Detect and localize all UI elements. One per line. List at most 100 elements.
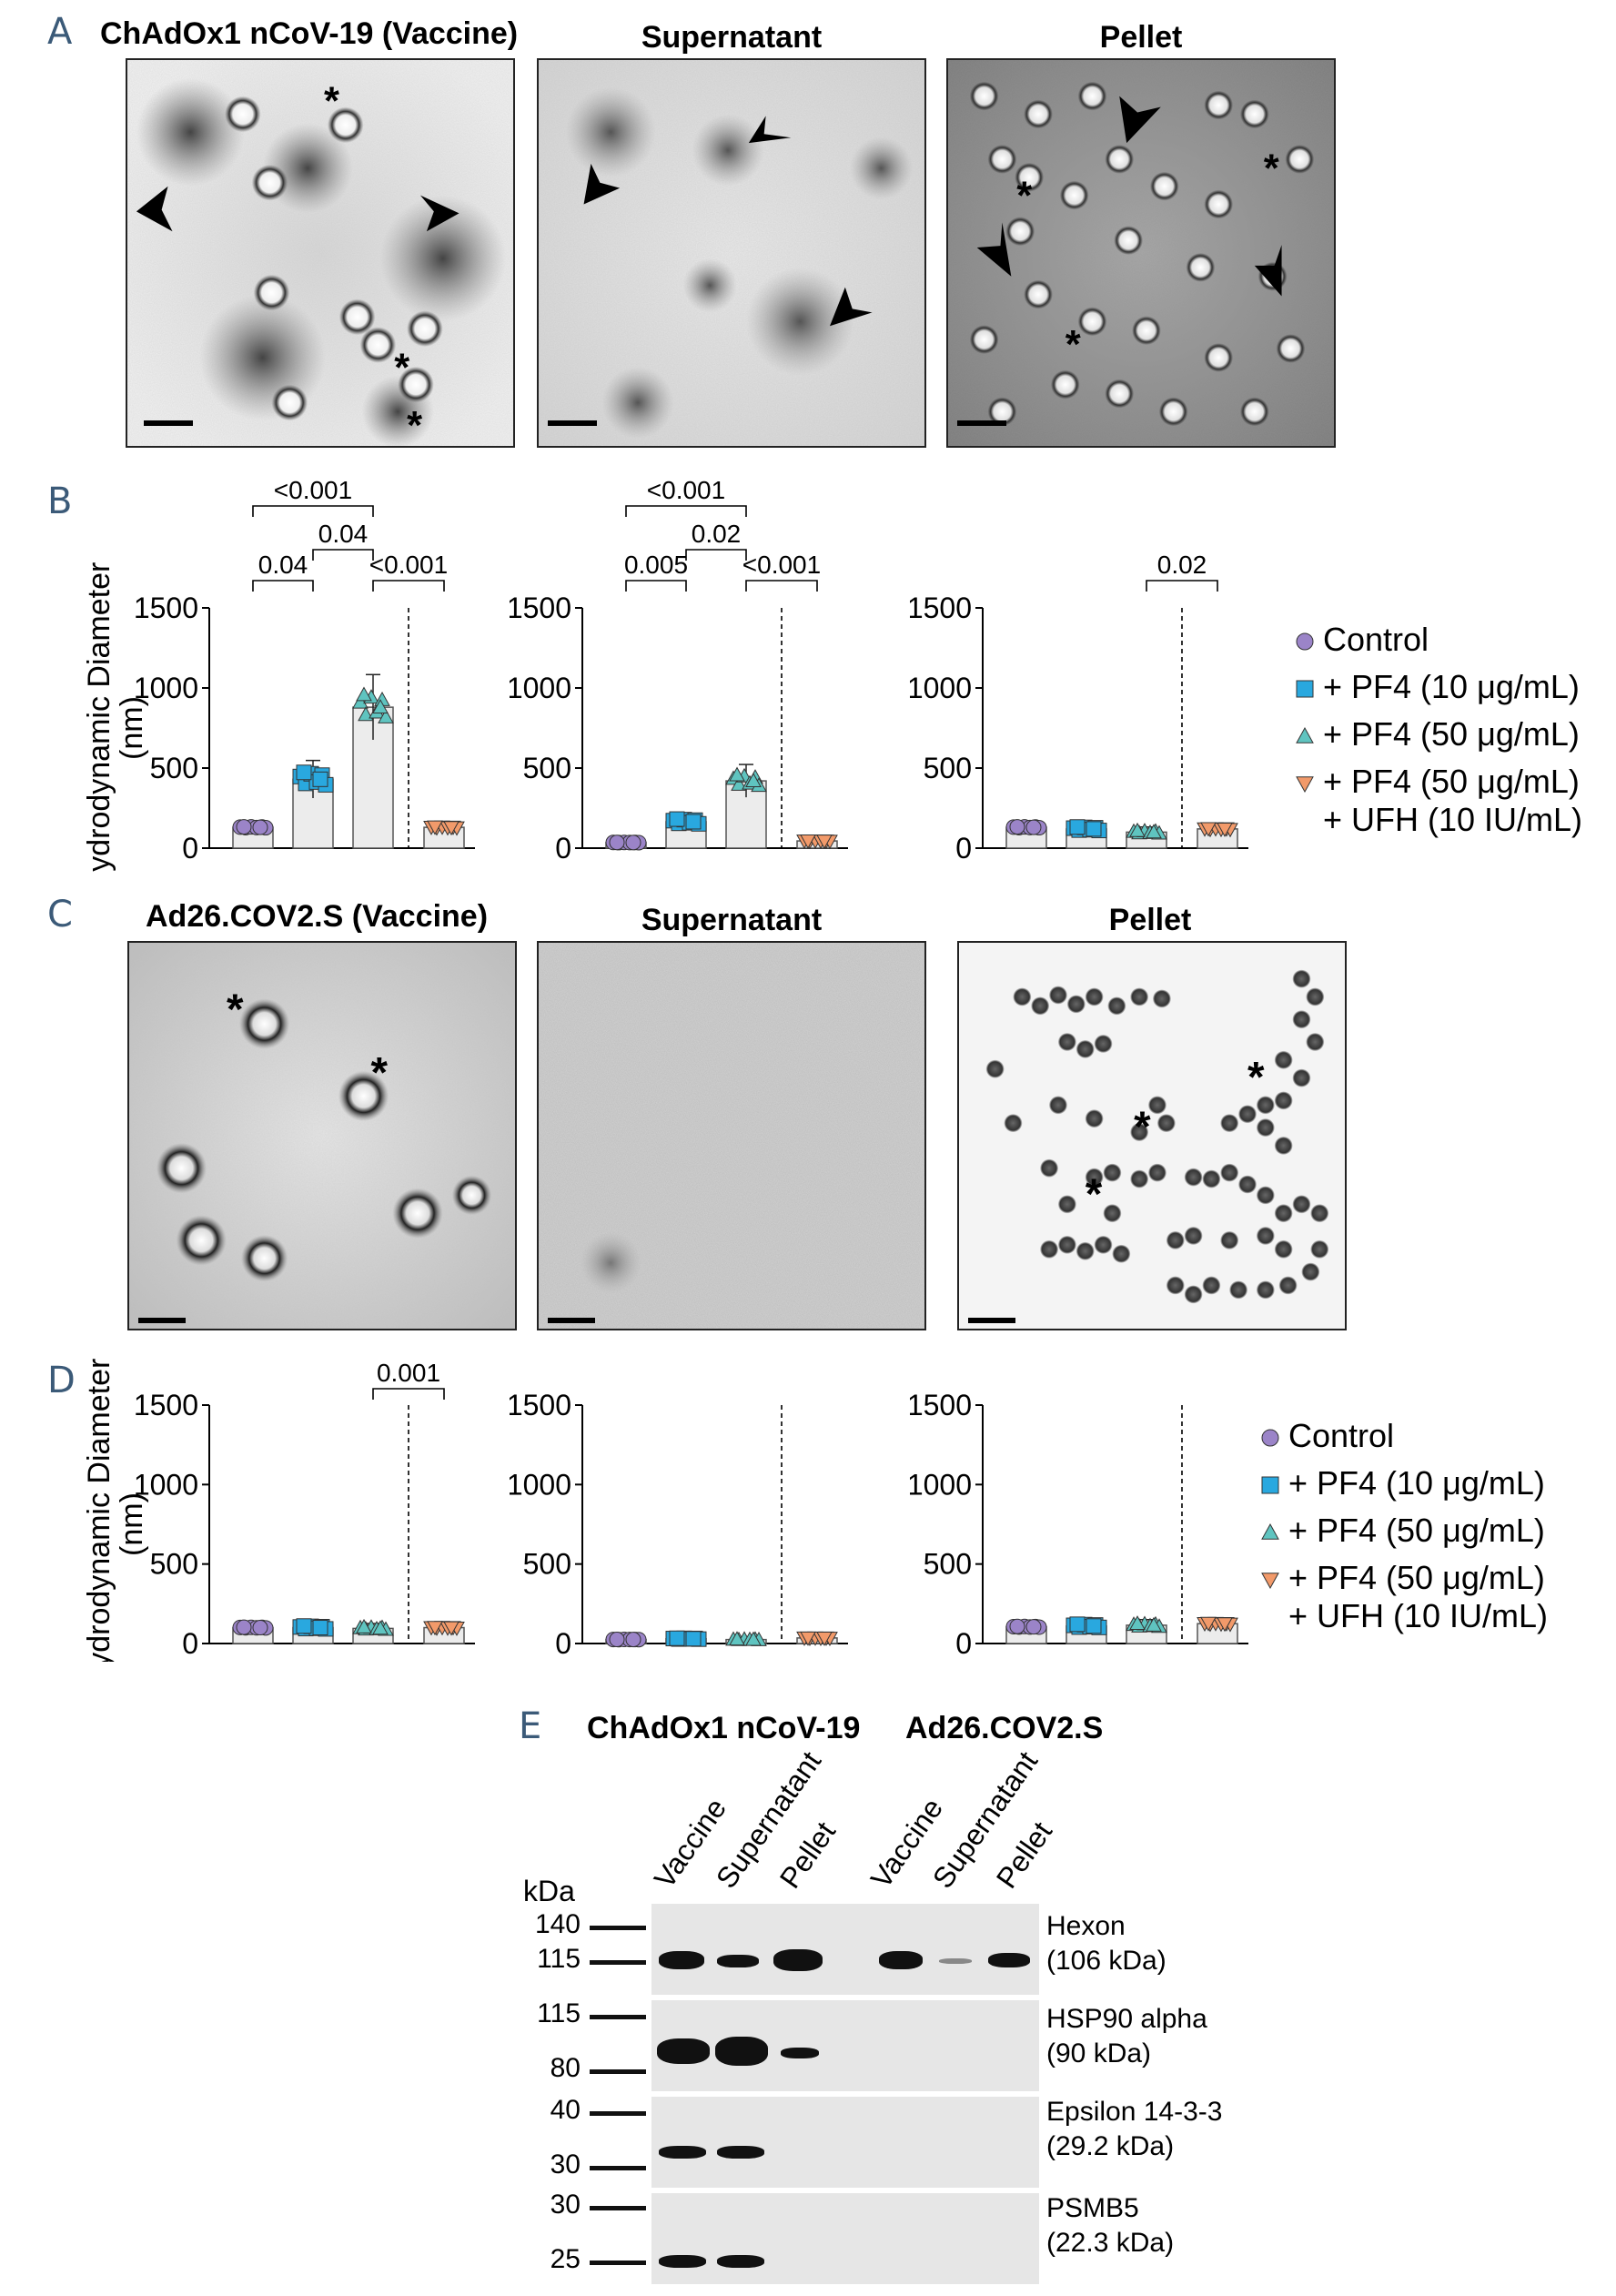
legend-entry: + PF4 (10 μg/mL)	[1296, 668, 1580, 705]
protein-label-epsilon: Epsilon 14-3-3 (29.2 kDa)	[1046, 2097, 1223, 2161]
data-point	[609, 1632, 625, 1648]
asterisk-marker: *	[394, 347, 409, 390]
asterisk-marker: *	[1264, 147, 1279, 191]
asterisk-marker: *	[1016, 174, 1032, 217]
legend-entry: Control	[1296, 623, 1429, 658]
data-point	[372, 1620, 389, 1635]
blot-psmb5	[651, 2193, 1039, 2284]
data-point	[1217, 1617, 1233, 1633]
mw-tick	[590, 2069, 646, 2074]
band	[657, 2038, 710, 2064]
y-axis-label: Hydrodynamic Diameter	[82, 1359, 116, 1662]
y-tick-label: 0	[955, 832, 972, 865]
data-point	[252, 1620, 268, 1636]
data-points	[1066, 819, 1107, 839]
data-point	[729, 1631, 745, 1646]
em-image-a-pellet: * * *	[946, 58, 1336, 448]
data-point	[800, 834, 816, 849]
band	[659, 2255, 706, 2268]
data-point	[1025, 819, 1042, 835]
band	[988, 1953, 1030, 1967]
arrowhead-icon	[829, 287, 873, 327]
y-tick-label: 1000	[910, 672, 972, 704]
data-points	[1126, 1615, 1167, 1633]
band	[879, 1951, 923, 1969]
data-points	[352, 1618, 394, 1636]
blot-epsilon	[651, 2097, 1039, 2188]
data-point	[816, 834, 833, 850]
title-a-vaccine: ChAdOx1 nCoV-19 (Vaccine)	[100, 16, 519, 51]
p-value-label: 0.001	[377, 1359, 440, 1387]
em-a-vaccine-svg: * * *	[127, 60, 513, 446]
data-point	[427, 820, 443, 835]
title-c-supernatant: Supernatant	[641, 903, 823, 937]
asterisk-marker: *	[324, 79, 339, 123]
legend-marker	[1261, 1573, 1279, 1590]
arrowhead-icon	[748, 116, 792, 144]
data-points	[796, 1631, 838, 1647]
y-tick-label: 0	[955, 1627, 972, 1660]
p-value-label: <0.001	[647, 476, 725, 504]
data-point	[1129, 822, 1146, 837]
legend-label: + PF4 (10 μg/mL)	[1323, 668, 1580, 705]
data-point	[625, 834, 641, 851]
y-tick-label: 1500	[910, 592, 972, 624]
data-points	[1126, 822, 1167, 840]
protein-label-psmb5: PSMB5 (22.3 kDa)	[1046, 2193, 1175, 2258]
significance-bracket: 0.02	[1146, 551, 1218, 592]
y-tick-label: 500	[150, 752, 198, 784]
panel-letter-a: A	[47, 11, 73, 53]
asterisk-marker: *	[1134, 1103, 1151, 1151]
data-point	[625, 1632, 641, 1648]
protein-label-hsp90: HSP90 alpha (90 kDa)	[1046, 2004, 1207, 2068]
data-point	[609, 834, 625, 851]
mw-tick	[590, 2166, 646, 2170]
scale-bar	[548, 1318, 595, 1323]
data-points	[725, 1631, 767, 1646]
blot-hsp90	[651, 2000, 1039, 2091]
legend-marker	[1261, 1522, 1279, 1540]
title-c-vaccine: Ad26.COV2.S (Vaccine)	[146, 899, 489, 934]
legend-label: Control	[1323, 623, 1429, 658]
legend-entry: + PF4 (50 μg/mL)+ UFH (10 IU/mL)	[1296, 763, 1582, 838]
y-tick-label: 1500	[134, 592, 198, 624]
band	[781, 2048, 819, 2058]
y-tick-label: 1000	[510, 672, 571, 704]
significance-bracket: <0.001	[369, 551, 448, 592]
y-axis-label: (nm)	[115, 1492, 149, 1556]
mw-marker: 115	[537, 1998, 581, 2028]
data-point	[356, 1618, 372, 1633]
data-point	[1009, 1618, 1025, 1634]
legend-label: + PF4 (50 μg/mL)	[1288, 1559, 1545, 1596]
data-points	[1005, 1618, 1047, 1635]
arrowhead-icon	[583, 163, 621, 205]
y-tick-label: 500	[523, 1548, 571, 1581]
legend-label: + UFH (10 IU/mL)	[1323, 801, 1582, 838]
title-a-supernatant: Supernatant	[641, 20, 823, 55]
significance-bracket: 0.04	[252, 551, 314, 592]
title-c-pellet: Pellet	[1108, 903, 1192, 937]
data-point	[729, 766, 745, 782]
data-points	[605, 834, 647, 851]
arrowhead-icon	[136, 186, 173, 232]
p-value-label: 0.02	[1157, 551, 1207, 579]
em-image-a-vaccine: * * *	[126, 58, 515, 448]
data-points	[423, 820, 465, 836]
y-tick-label: 0	[182, 832, 198, 865]
y-tick-label: 500	[150, 1548, 198, 1581]
legend-label: Control	[1288, 1420, 1394, 1454]
y-axis-label: (nm)	[115, 696, 149, 760]
data-point	[356, 686, 372, 702]
data-points	[1005, 819, 1047, 836]
kda-label: kDa	[523, 1875, 575, 1907]
protein-label-hexon: Hexon (106 kDa)	[1046, 1911, 1167, 1976]
scale-bar	[144, 420, 193, 426]
y-axis-label: Hydrodynamic Diameter	[82, 562, 116, 874]
data-point	[236, 819, 252, 835]
asterisk-marker: *	[1247, 1053, 1265, 1101]
mw-tick	[590, 2015, 646, 2019]
data-points	[232, 819, 274, 836]
legend-d: Control+ PF4 (10 μg/mL)+ PF4 (50 μg/mL)+…	[1261, 1420, 1548, 1634]
mw-marker: 25	[550, 2244, 581, 2274]
em-image-a-supernatant	[537, 58, 926, 448]
